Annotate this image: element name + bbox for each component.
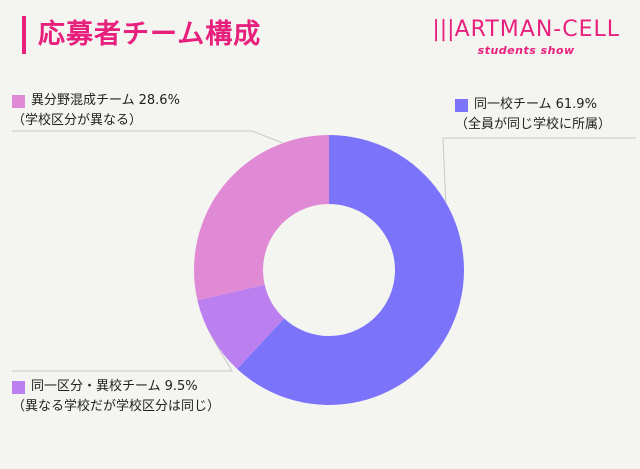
legend-value: 9.5% [164,379,198,394]
legend-swatch [12,94,25,108]
legend-note: （全員が同じ学校に所属） [455,117,612,132]
legend-value: 28.6% [138,93,180,108]
legend-label: 同一区分・異校チーム [31,379,161,394]
brand-name: |||ARTMAN-CELL [432,17,620,42]
legend-label: 異分野混成チーム [31,93,135,108]
legend-note: （学校区分が異なる） [12,113,143,128]
brand-logo: |||ARTMAN-CELL students show [432,17,620,58]
legend-label: 同一校チーム [474,97,552,112]
leader-same-school [442,137,636,203]
legend-swatch [12,380,25,394]
legend-same-school: 同一校チーム 61.9% （全員が同じ学校に所属） [455,95,611,135]
legend-mixed-field: 異分野混成チーム 28.6% （学校区分が異なる） [12,91,180,131]
leader-same-category [12,337,233,372]
leader-mixed-field [12,130,284,144]
legend-swatch [455,98,468,112]
slice-same-category [197,284,285,369]
legend-same-category: 同一区分・異校チーム 9.5% （異なる学校だが学校区分は同じ） [12,377,220,417]
title-accent-bar [22,16,26,54]
slice-same-school [237,135,464,405]
legend-note: （異なる学校だが学校区分は同じ） [12,399,221,414]
legend-value: 61.9% [555,97,597,112]
chart-title: 応募者チーム構成 [38,19,262,50]
slice-mixed-field [193,135,329,301]
brand-subtitle: students show [477,44,575,57]
